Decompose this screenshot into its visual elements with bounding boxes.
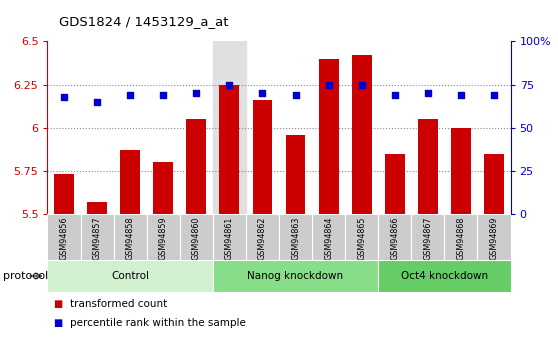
Bar	[213, 214, 246, 260]
Bar	[180, 214, 213, 260]
Text: Oct4 knockdown: Oct4 knockdown	[401, 271, 488, 281]
Bar	[47, 214, 80, 260]
Bar	[418, 119, 438, 214]
Text: ■: ■	[53, 318, 62, 327]
Bar	[286, 135, 305, 214]
Point	[258, 90, 267, 96]
Bar	[153, 162, 173, 214]
Text: GSM94862: GSM94862	[258, 216, 267, 260]
Point	[93, 99, 102, 105]
Text: GSM94866: GSM94866	[390, 216, 400, 259]
Point	[324, 82, 333, 87]
Point	[357, 82, 366, 87]
Bar	[352, 55, 372, 214]
Bar	[411, 214, 444, 260]
Bar	[312, 214, 345, 260]
Text: GSM94869: GSM94869	[489, 216, 498, 260]
Text: GSM94860: GSM94860	[192, 216, 201, 259]
Bar	[444, 214, 478, 260]
Text: GSM94857: GSM94857	[93, 216, 102, 260]
Point	[424, 90, 432, 96]
Bar	[120, 150, 140, 214]
Text: transformed count: transformed count	[70, 299, 167, 308]
Text: GSM94867: GSM94867	[424, 216, 432, 260]
Point	[390, 92, 399, 98]
Bar	[147, 214, 180, 260]
Bar	[219, 85, 239, 214]
Bar	[213, 260, 378, 292]
Point	[291, 92, 300, 98]
Bar	[279, 214, 312, 260]
Bar	[378, 214, 411, 260]
Bar	[345, 214, 378, 260]
Bar	[253, 100, 272, 214]
Text: protocol: protocol	[3, 271, 48, 281]
Text: Nanog knockdown: Nanog knockdown	[248, 271, 344, 281]
Point	[192, 90, 201, 96]
Point	[225, 82, 234, 87]
Text: GDS1824 / 1453129_a_at: GDS1824 / 1453129_a_at	[59, 14, 228, 28]
Bar	[80, 214, 114, 260]
Bar	[451, 128, 471, 214]
Text: Control: Control	[111, 271, 149, 281]
Bar	[378, 260, 511, 292]
Point	[60, 94, 69, 99]
Bar	[186, 119, 206, 214]
Bar	[319, 59, 339, 214]
Text: ■: ■	[53, 299, 62, 308]
Bar	[54, 174, 74, 214]
Point	[456, 92, 465, 98]
Bar	[385, 154, 405, 214]
Bar	[87, 202, 107, 214]
Text: GSM94865: GSM94865	[357, 216, 366, 260]
Bar	[478, 214, 511, 260]
Point	[158, 92, 167, 98]
Text: GSM94856: GSM94856	[60, 216, 69, 260]
Point	[489, 92, 498, 98]
Text: GSM94868: GSM94868	[456, 216, 465, 259]
Bar	[114, 214, 147, 260]
Text: GSM94859: GSM94859	[158, 216, 168, 260]
Text: percentile rank within the sample: percentile rank within the sample	[70, 318, 246, 327]
Bar	[484, 154, 504, 214]
Bar	[213, 41, 246, 214]
Bar	[47, 260, 213, 292]
Point	[126, 92, 134, 98]
Text: GSM94861: GSM94861	[225, 216, 234, 259]
Text: GSM94864: GSM94864	[324, 216, 333, 259]
Text: GSM94858: GSM94858	[126, 216, 134, 260]
Text: GSM94863: GSM94863	[291, 216, 300, 259]
Bar	[246, 214, 279, 260]
